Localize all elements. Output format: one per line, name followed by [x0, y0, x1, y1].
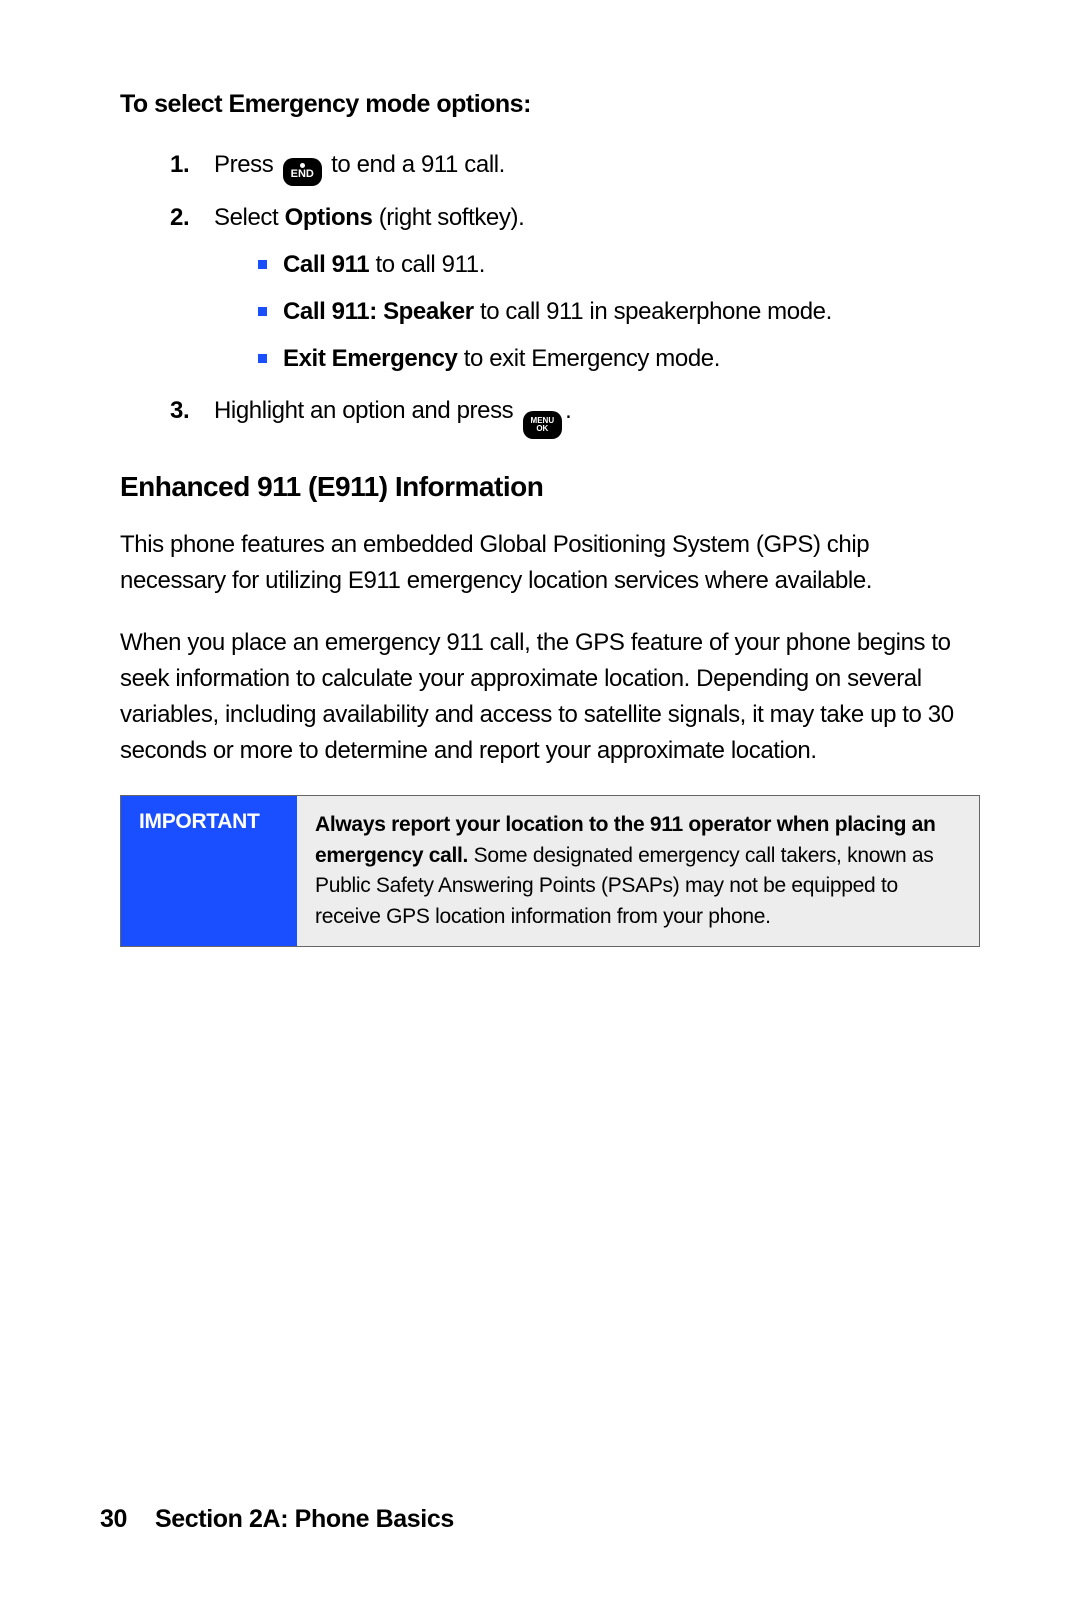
important-callout: IMPORTANT Always report your location to… [120, 795, 980, 947]
text: to call 911 in speakerphone mode. [474, 298, 832, 325]
bullet-body: Exit Emergency to exit Emergency mode. [283, 340, 720, 377]
square-bullet-icon [258, 307, 267, 316]
step-number: 2. [170, 200, 214, 236]
text: Highlight an option and press [214, 397, 520, 424]
text: Select [214, 204, 285, 231]
paragraph: This phone features an embedded Global P… [120, 527, 980, 599]
step-body: Press END to end a 911 call. [214, 147, 980, 186]
step-1: 1. Press END to end a 911 call. [170, 147, 980, 186]
callout-body: Always report your location to the 911 o… [297, 796, 979, 946]
sub-bullets: Call 911 to call 911. Call 911: Speaker … [258, 246, 980, 378]
text: . [565, 397, 571, 424]
bold-text: Options [285, 204, 373, 231]
step-number: 1. [170, 147, 214, 183]
text: to exit Emergency mode. [457, 345, 720, 372]
bold-text: Call 911: Speaker [283, 298, 474, 325]
callout-label: IMPORTANT [121, 796, 297, 946]
bullet-body: Call 911: Speaker to call 911 in speaker… [283, 293, 832, 330]
paragraph: When you place an emergency 911 call, th… [120, 625, 980, 769]
text: to end a 911 call. [325, 151, 505, 178]
step-3: 3. Highlight an option and press MENUOK. [170, 393, 980, 439]
bullet-body: Call 911 to call 911. [283, 246, 485, 283]
square-bullet-icon [258, 354, 267, 363]
text: (right softkey). [372, 204, 524, 231]
bold-text: Exit Emergency [283, 345, 457, 372]
bullet-item: Exit Emergency to exit Emergency mode. [258, 340, 980, 377]
bold-text: Call 911 [283, 251, 369, 278]
procedure-heading: To select Emergency mode options: [120, 90, 980, 119]
section-label: Section 2A: Phone Basics [155, 1505, 454, 1533]
step-body: Highlight an option and press MENUOK. [214, 393, 980, 439]
ordered-steps: 1. Press END to end a 911 call. 2. Selec… [170, 147, 980, 439]
page-footer: 30 Section 2A: Phone Basics [100, 1505, 454, 1534]
document-page: To select Emergency mode options: 1. Pre… [0, 0, 1080, 1620]
bullet-item: Call 911 to call 911. [258, 246, 980, 283]
step-body: Select Options (right softkey). Call 911… [214, 200, 980, 388]
step-2: 2. Select Options (right softkey). Call … [170, 200, 980, 388]
text: to call 911. [369, 251, 485, 278]
bullet-item: Call 911: Speaker to call 911 in speaker… [258, 293, 980, 330]
section-heading: Enhanced 911 (E911) Information [120, 471, 980, 503]
menu-ok-key-icon: MENUOK [523, 411, 563, 439]
end-key-icon: END [283, 158, 322, 186]
page-number: 30 [100, 1505, 127, 1533]
step-number: 3. [170, 393, 214, 429]
square-bullet-icon [258, 260, 267, 269]
text: Press [214, 151, 280, 178]
